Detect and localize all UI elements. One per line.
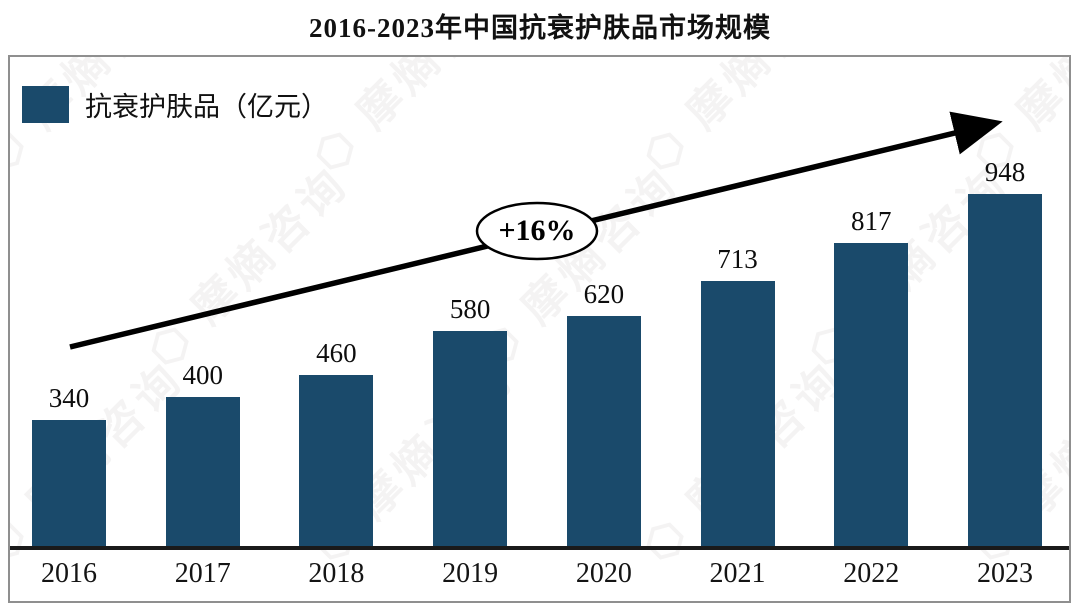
legend-swatch-icon	[22, 86, 69, 123]
bar	[834, 243, 909, 546]
legend-label: 抗衰护肤品（亿元）	[85, 92, 328, 122]
bar-value-label: 460	[316, 338, 357, 368]
plot-area: 340 400 460 580 620 713 817 948	[10, 57, 1069, 546]
x-axis-tick-label: 2021	[709, 558, 766, 589]
bar-column: 817	[834, 198, 909, 546]
bar-value-label: 340	[48, 383, 90, 413]
trend-arrow	[69, 111, 1003, 350]
bar	[700, 281, 775, 546]
x-axis-tick-label: 2023	[976, 558, 1033, 589]
bar-value-label: 400	[182, 360, 223, 390]
bar	[433, 331, 508, 546]
bar-column: 340	[32, 375, 106, 546]
bar-column: 948	[967, 149, 1042, 546]
bar	[32, 420, 106, 546]
bar-value-label: 580	[449, 294, 491, 324]
x-axis-tick-label: 2018	[308, 558, 365, 589]
x-axis-tick-label: 2017	[174, 558, 231, 589]
bar-column: 620	[566, 271, 641, 546]
bar-column: 460	[299, 330, 374, 546]
x-axis-tick-label: 2020	[575, 558, 632, 589]
x-axis-tick-label: 2022	[843, 558, 900, 589]
bar-value-label: 817	[851, 206, 892, 236]
x-axis-tick-label: 2016	[41, 558, 97, 589]
x-axis-tick-label: 2019	[442, 558, 499, 589]
bar	[165, 397, 240, 546]
bar	[967, 194, 1042, 546]
bar-value-label: 620	[583, 279, 625, 309]
bar	[566, 316, 641, 546]
bar	[299, 375, 374, 546]
bar-value-label: 948	[984, 157, 1026, 187]
growth-annotation: +16%	[498, 214, 576, 247]
bar-column: 400	[165, 352, 240, 546]
x-axis	[10, 546, 1069, 550]
x-axis-labels: 2016 2017 2018 2019 2020 2021 2022 2023	[10, 558, 1069, 598]
bar-column: 713	[700, 236, 775, 546]
chart-title: 2016-2023年中国抗衰护肤品市场规模	[309, 13, 771, 43]
growth-ellipse	[475, 201, 599, 261]
bar-column: 580	[433, 286, 508, 546]
bar-value-label: 713	[717, 244, 758, 274]
chart-frame: ⬡ 摩熵咨询⬡ 摩熵咨询⬡ 摩熵咨询⬡ 摩熵咨询⬡ 摩熵咨询⬡ 摩熵咨询⬡ 摩熵…	[8, 55, 1071, 603]
legend: 抗衰护肤品（亿元）	[22, 85, 328, 124]
